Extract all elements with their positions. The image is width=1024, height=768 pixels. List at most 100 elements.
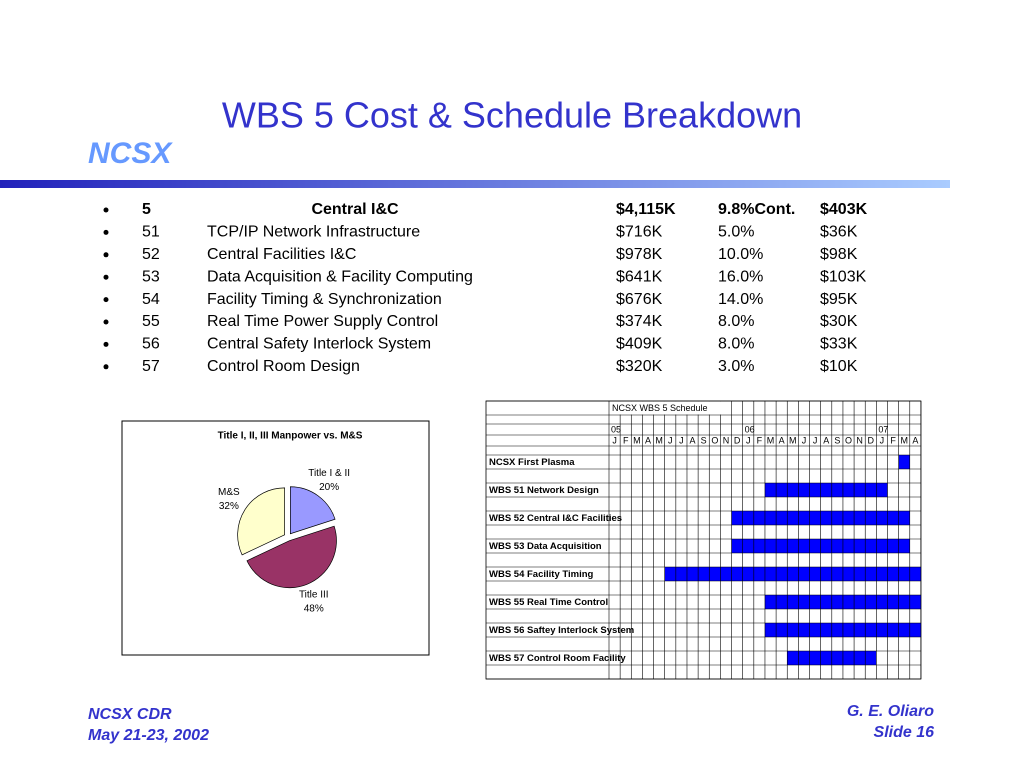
- row-cell: $95K: [820, 291, 858, 308]
- pie-slice: [246, 525, 337, 589]
- month-label: F: [623, 435, 629, 445]
- month-label: M: [655, 435, 663, 445]
- slice-label: Title I & II: [308, 468, 350, 479]
- row-cell: $98K: [820, 246, 858, 263]
- month-label: M: [633, 435, 641, 445]
- task-label: WBS 54 Facility Timing: [489, 569, 594, 580]
- month-label: D: [734, 435, 741, 445]
- row-cell: $676K: [616, 291, 663, 308]
- gantt-title-cell: [609, 401, 732, 415]
- row-cell: $33K: [820, 336, 858, 353]
- row-cell: 56: [142, 336, 160, 353]
- row-cell: $716K: [616, 224, 663, 241]
- row-cell: Control Room Design: [207, 358, 360, 375]
- footer-left: May 21-23, 2002: [88, 727, 209, 744]
- bullet: [103, 297, 109, 303]
- year-label: 07: [878, 424, 888, 434]
- row-cell: Real Time Power Supply Control: [207, 313, 438, 330]
- row-cell: 5.0%: [718, 224, 754, 241]
- month-label: A: [690, 435, 696, 445]
- row-cell: $409K: [616, 336, 663, 353]
- task-label: WBS 51 Network Design: [489, 485, 599, 496]
- row-cell: 10.0%: [718, 246, 763, 263]
- row-cell: 54: [142, 291, 160, 308]
- gantt-bar: [764, 483, 888, 497]
- row-cell: $978K: [616, 246, 663, 263]
- row-cell: 53: [142, 268, 160, 285]
- slice-value: 32%: [219, 501, 239, 512]
- row-cell: 57: [142, 358, 160, 375]
- slice-value: 20%: [319, 482, 339, 493]
- bullet: [103, 274, 109, 280]
- logo: NCSX: [88, 137, 173, 170]
- month-label: N: [856, 435, 863, 445]
- row-cell: 9.8%Cont.: [718, 201, 795, 218]
- row-cell: $4,115K: [616, 201, 676, 218]
- task-label: WBS 56 Saftey Interlock System: [489, 625, 634, 636]
- month-label: F: [757, 435, 763, 445]
- row-cell: Central I&C: [311, 201, 399, 218]
- month-label: M: [789, 435, 797, 445]
- month-label: S: [834, 435, 840, 445]
- row-cell: $36K: [820, 224, 858, 241]
- row-cell: $403K: [820, 201, 868, 218]
- month-label: F: [890, 435, 896, 445]
- row-cell: $320K: [616, 358, 663, 375]
- month-label: J: [813, 435, 818, 445]
- row-cell: Central Safety Interlock System: [207, 336, 431, 353]
- month-label: M: [767, 435, 775, 445]
- bullet: [103, 252, 109, 258]
- task-label: WBS 52 Central I&C Facilities: [489, 513, 622, 524]
- footer-right: Slide 16: [874, 724, 935, 741]
- month-label: A: [645, 435, 651, 445]
- row-cell: Central Facilities I&C: [207, 246, 356, 263]
- bullet: [103, 364, 109, 370]
- month-label: A: [823, 435, 829, 445]
- pie-title: Title I, II, III Manpower vs. M&S: [218, 431, 363, 442]
- year-label: 05: [611, 424, 621, 434]
- row-cell: 8.0%: [718, 336, 754, 353]
- footer-right: G. E. Oliaro: [847, 703, 934, 720]
- slice-label: Title III: [299, 590, 329, 601]
- row-cell: $374K: [616, 313, 663, 330]
- month-label: J: [746, 435, 751, 445]
- task-label: WBS 57 Control Room Facility: [489, 653, 626, 664]
- month-label: A: [912, 435, 918, 445]
- row-cell: 8.0%: [718, 313, 754, 330]
- gantt-title: NCSX WBS 5 Schedule: [612, 403, 708, 413]
- pie-slice: [237, 487, 285, 556]
- footer-left: NCSX CDR: [88, 706, 172, 723]
- row-cell: TCP/IP Network Infrastructure: [207, 224, 420, 241]
- month-label: M: [900, 435, 908, 445]
- gantt-bar: [898, 455, 910, 469]
- bullet: [103, 229, 109, 235]
- month-label: J: [612, 435, 617, 445]
- pie-slice: [290, 486, 336, 535]
- row-cell: $641K: [616, 268, 663, 285]
- slice-value: 48%: [304, 604, 324, 615]
- header-band: [0, 180, 950, 188]
- month-label: A: [779, 435, 785, 445]
- month-label: J: [679, 435, 684, 445]
- task-label: WBS 55 Real Time Control: [489, 597, 608, 608]
- month-label: O: [711, 435, 718, 445]
- month-label: J: [802, 435, 807, 445]
- row-cell: Data Acquisition & Facility Computing: [207, 268, 473, 285]
- gantt-bar: [664, 567, 921, 581]
- task-label: WBS 53 Data Acquisition: [489, 541, 602, 552]
- bullet: [103, 341, 109, 347]
- row-cell: 16.0%: [718, 268, 763, 285]
- bullet: [103, 319, 109, 325]
- bullet: [103, 207, 109, 213]
- row-cell: $103K: [820, 268, 867, 285]
- row-cell: 3.0%: [718, 358, 754, 375]
- row-cell: 5: [142, 201, 151, 218]
- slice-label: M&S: [218, 487, 240, 498]
- task-label: NCSX First Plasma: [489, 457, 575, 468]
- row-cell: Facility Timing & Synchronization: [207, 291, 442, 308]
- row-cell: 55: [142, 313, 160, 330]
- month-label: O: [845, 435, 852, 445]
- month-label: D: [868, 435, 875, 445]
- row-cell: 51: [142, 224, 160, 241]
